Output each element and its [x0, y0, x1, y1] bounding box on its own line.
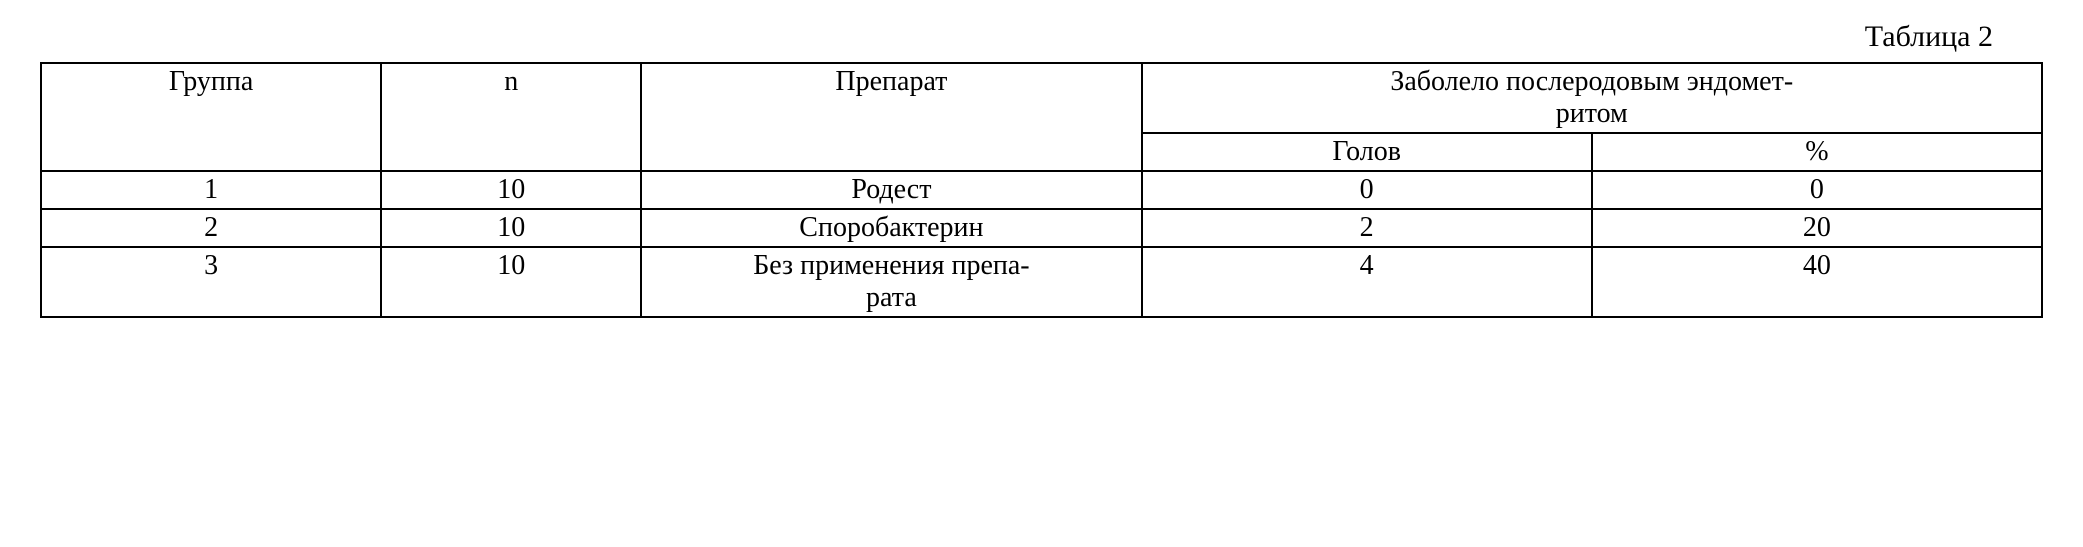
table-row: 1 10 Родест 0 0 — [41, 171, 2042, 209]
cell-pct: 40 — [1592, 247, 2042, 317]
cell-n: 10 — [381, 171, 641, 209]
header-diseased: Заболело послеродовым эндомет- ритом — [1142, 63, 2042, 133]
header-diseased-line1: Заболело послеродовым эндомет- — [1390, 66, 1793, 97]
header-heads: Голов — [1142, 133, 1592, 171]
cell-prep-line2: рата — [866, 282, 917, 313]
cell-prep-line1: Без применения препа- — [753, 250, 1029, 281]
table-row: 3 10 Без применения препа- рата 4 40 — [41, 247, 2042, 317]
cell-group: 3 — [41, 247, 381, 317]
cell-group: 2 — [41, 209, 381, 247]
header-group: Группа — [41, 63, 381, 171]
cell-pct: 0 — [1592, 171, 2042, 209]
header-n: n — [381, 63, 641, 171]
header-pct: % — [1592, 133, 2042, 171]
data-table: Группа n Препарат Заболело послеродовым … — [40, 62, 2043, 318]
header-prep: Препарат — [641, 63, 1141, 171]
cell-prep: Без применения препа- рата — [641, 247, 1141, 317]
cell-n: 10 — [381, 247, 641, 317]
cell-group: 1 — [41, 171, 381, 209]
cell-heads: 4 — [1142, 247, 1592, 317]
table-caption: Таблица 2 — [40, 20, 2043, 54]
cell-heads: 2 — [1142, 209, 1592, 247]
cell-prep: Родест — [641, 171, 1141, 209]
cell-prep: Споробактерин — [641, 209, 1141, 247]
cell-pct: 20 — [1592, 209, 2042, 247]
cell-heads: 0 — [1142, 171, 1592, 209]
cell-n: 10 — [381, 209, 641, 247]
header-diseased-line2: ритом — [1556, 98, 1628, 129]
table-row: 2 10 Споробактерин 2 20 — [41, 209, 2042, 247]
header-row-1: Группа n Препарат Заболело послеродовым … — [41, 63, 2042, 133]
